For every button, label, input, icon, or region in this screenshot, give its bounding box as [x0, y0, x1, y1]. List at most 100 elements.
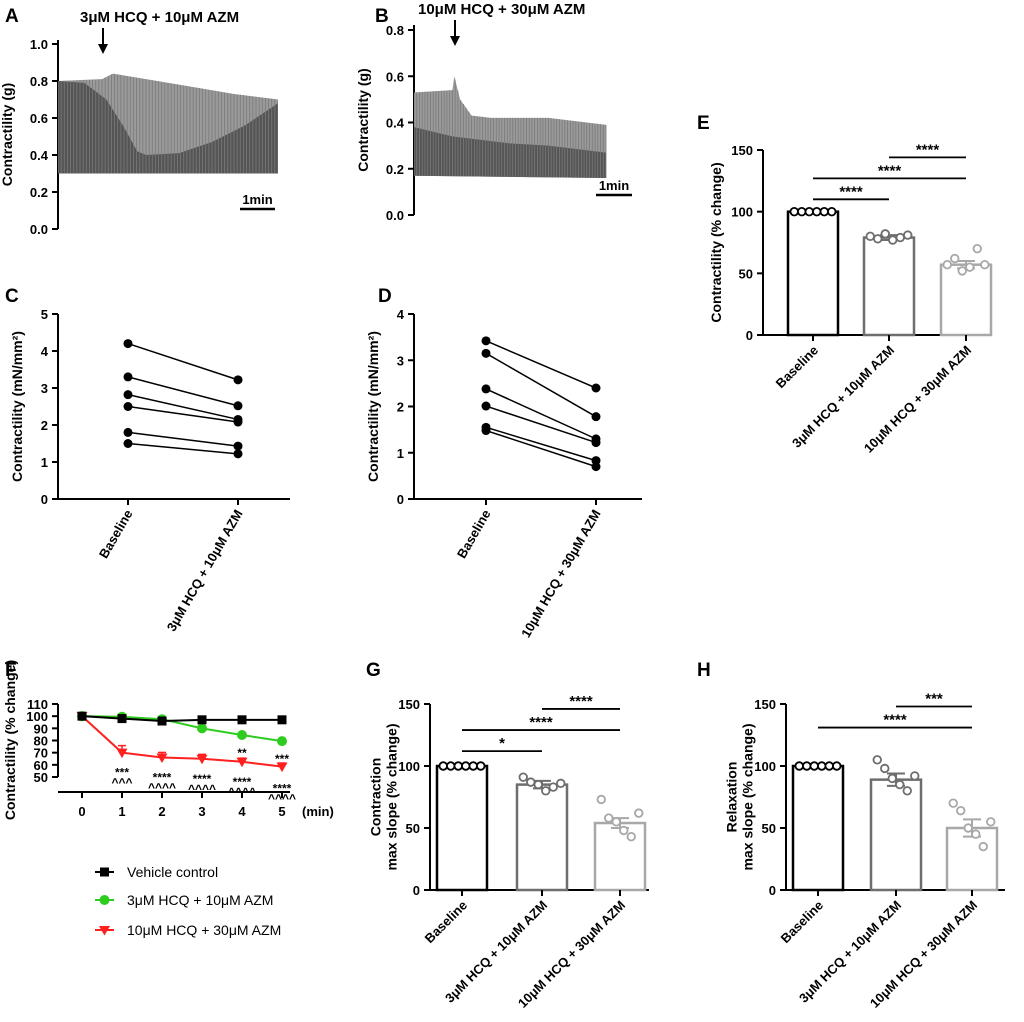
x-tick-label: 4	[238, 804, 246, 819]
panel-label: A	[5, 6, 19, 27]
panel-label: D	[378, 286, 392, 307]
bar	[435, 764, 489, 892]
x-tick-label: 5	[278, 804, 285, 819]
significance-label: ^^^	[111, 776, 132, 790]
data-point	[887, 773, 897, 784]
panel-label: B	[375, 6, 389, 27]
data-point	[956, 805, 966, 816]
panel-label: E	[697, 113, 710, 134]
trace-area	[58, 73, 278, 174]
y-tick-label: 0.4	[30, 148, 49, 163]
data-point	[481, 348, 491, 358]
x-tick-label: Baseline	[454, 507, 494, 561]
y-axis-label: Contractility (g)	[0, 83, 15, 186]
y-tick-label: 50	[762, 821, 776, 836]
data-point	[895, 232, 905, 243]
legend-label: 10μM HCQ + 30μM AZM	[127, 922, 281, 938]
data-point	[809, 761, 819, 771]
y-tick-label: 0.0	[386, 208, 404, 223]
x-tick-label: 1	[118, 804, 125, 819]
bar	[791, 764, 845, 892]
y-tick-label: 0	[397, 492, 404, 507]
x-tick-label: 3μM HCQ + 10μM AZM	[164, 507, 246, 634]
data-point	[797, 206, 807, 217]
series-marker	[236, 757, 248, 768]
pair-line	[127, 405, 239, 423]
y-tick-label: 1	[41, 455, 48, 470]
data-point	[233, 375, 243, 385]
series-marker	[157, 716, 167, 726]
data-point	[942, 260, 952, 270]
y-tick-label: 80	[34, 734, 48, 749]
pair-line	[485, 352, 597, 418]
pair-line	[485, 426, 597, 462]
trace-dense-region	[58, 81, 278, 174]
data-point	[865, 231, 875, 242]
data-point	[604, 813, 614, 823]
series-line	[81, 715, 283, 768]
drug-annotation: 10μM HCQ + 30μM AZM	[418, 1, 585, 18]
significance-label: *	[499, 735, 505, 752]
x-tick-label: Baseline	[96, 507, 136, 561]
data-point	[619, 825, 629, 836]
significance-label: ****	[569, 693, 593, 710]
x-tick-label: 2	[158, 804, 165, 819]
y-tick-label: 0	[769, 883, 776, 898]
data-point	[880, 763, 890, 774]
data-point	[903, 230, 913, 240]
data-point	[819, 206, 829, 217]
panel-label: F	[5, 660, 17, 681]
y-tick-label: 3	[397, 353, 404, 368]
y-tick-label: 0.6	[30, 111, 48, 126]
series-marker	[277, 715, 287, 725]
y-tick-label: 150	[754, 697, 776, 712]
data-point	[832, 761, 842, 771]
data-point	[827, 206, 837, 217]
pair-line	[485, 388, 597, 440]
pair-line	[127, 431, 239, 447]
series-marker	[276, 762, 288, 773]
significance-label: ^^^^	[188, 782, 216, 796]
significance-label: ****	[878, 162, 902, 179]
arrow-head	[98, 44, 108, 54]
significance-label: ^^^^	[268, 792, 296, 806]
y-tick-label: 0.6	[386, 69, 404, 84]
panel-label: G	[366, 660, 381, 681]
y-tick-label: 0	[413, 883, 420, 898]
data-point	[446, 761, 456, 771]
y-axis-label: Contractility (% change)	[2, 660, 18, 820]
bar	[862, 236, 916, 337]
data-point	[980, 260, 990, 270]
x-tick-label: 3	[198, 804, 205, 819]
data-point	[611, 817, 621, 827]
data-point	[591, 383, 601, 393]
y-axis-label: Relaxationmax slope (% change)	[723, 723, 755, 870]
y-tick-label: 0	[746, 328, 753, 343]
y-tick-label: 50	[34, 770, 48, 785]
data-point	[438, 761, 448, 771]
data-point	[873, 234, 883, 244]
legend-label: Vehicle control	[127, 864, 218, 880]
series-marker	[100, 867, 109, 877]
data-point	[556, 778, 566, 789]
panel-e: 0 50 100 150 Contractility (% change) E Baseli…	[697, 113, 993, 456]
data-point	[123, 372, 133, 382]
y-tick-label: 110	[27, 697, 48, 712]
significance-label: ****	[839, 183, 863, 200]
data-point	[910, 771, 920, 781]
data-point	[902, 786, 912, 796]
y-tick-label: 50	[406, 821, 420, 836]
bar	[786, 210, 840, 337]
significance-label: **	[237, 746, 247, 760]
data-point	[123, 427, 133, 437]
series-line	[81, 715, 283, 743]
series-marker	[116, 748, 128, 759]
arrow-head	[450, 36, 460, 46]
y-tick-label: 2	[41, 418, 48, 433]
data-point	[965, 262, 975, 272]
significance-label: ***	[115, 766, 129, 780]
data-point	[481, 384, 491, 394]
significance-label: ****	[883, 712, 907, 729]
significance-label: ^^^^	[148, 781, 176, 795]
